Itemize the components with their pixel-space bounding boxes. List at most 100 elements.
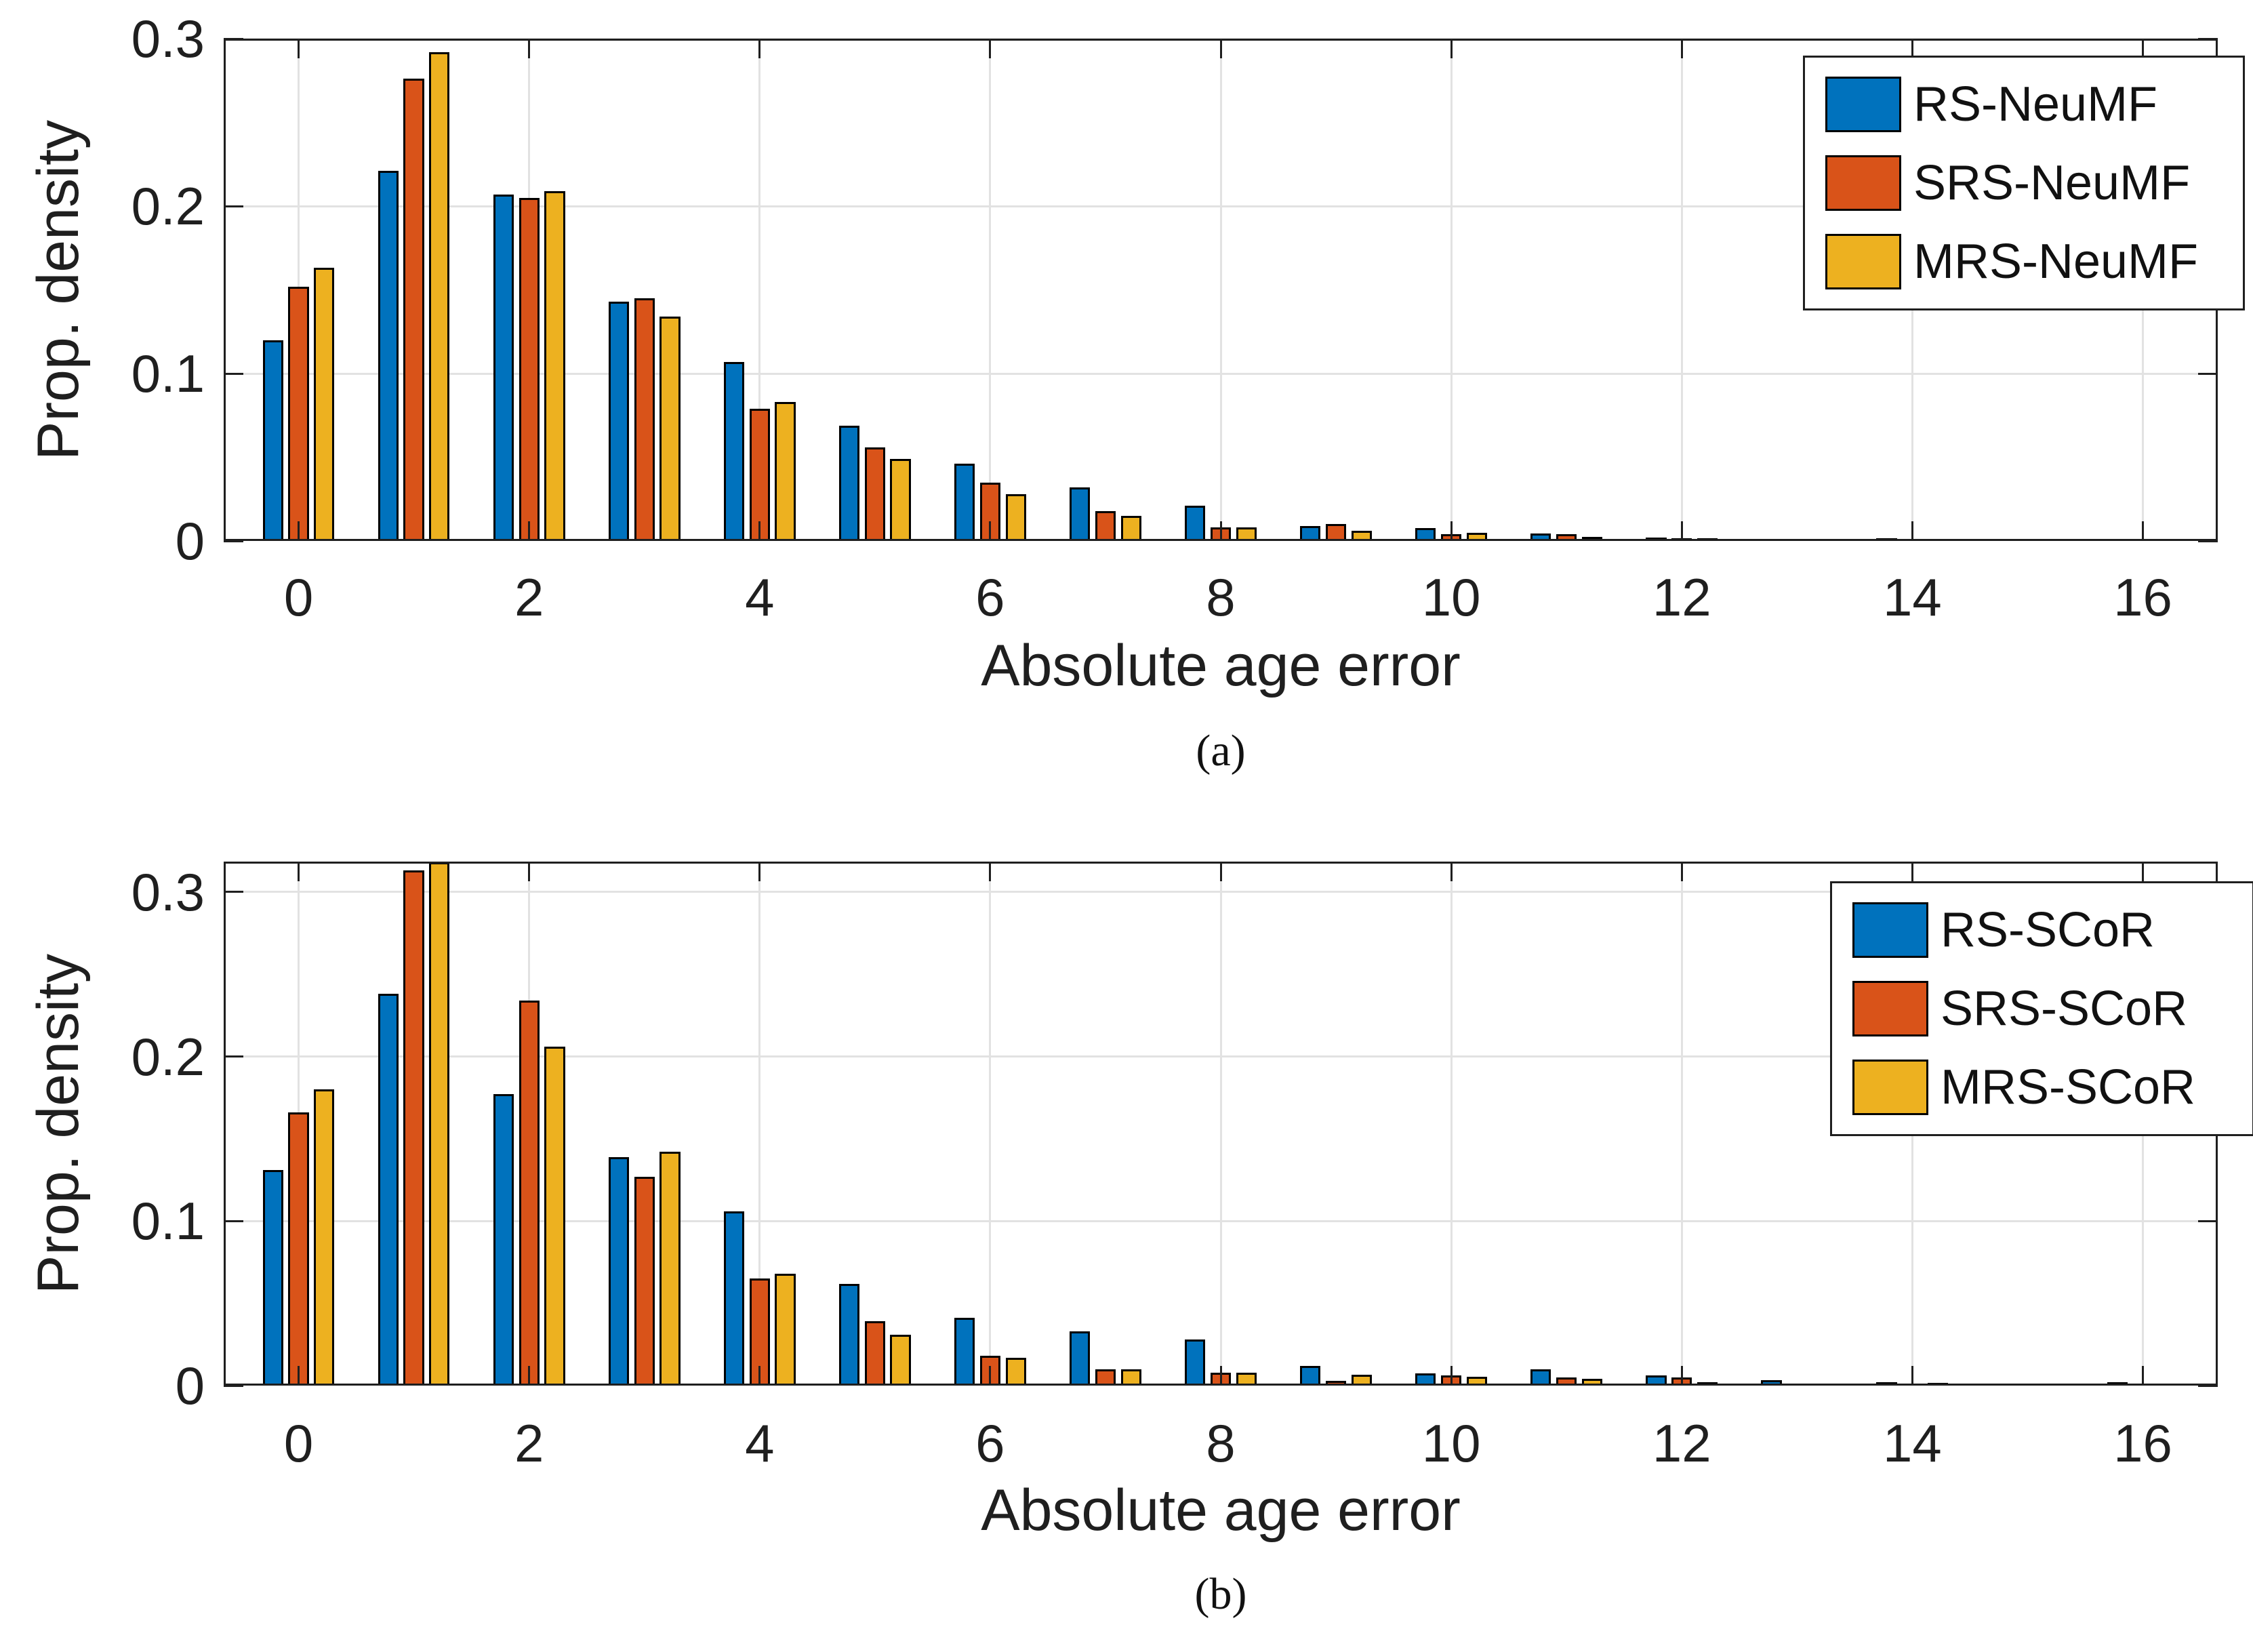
x-tick-mark <box>2141 521 2144 541</box>
bar <box>429 52 450 541</box>
x-tick-label: 2 <box>514 567 544 627</box>
y-tick-mark-right <box>2198 540 2218 542</box>
y-tick-label: 0.3 <box>131 9 205 68</box>
gridline-vertical <box>528 862 531 1386</box>
x-tick-label: 8 <box>1206 1413 1236 1473</box>
y-tick-mark <box>224 1220 243 1222</box>
x-tick-label: 10 <box>1421 567 1481 627</box>
bar <box>1120 516 1141 541</box>
bar <box>1236 1373 1257 1386</box>
bar <box>1530 1369 1551 1386</box>
y-tick-mark <box>224 540 243 542</box>
bar <box>1441 1375 1462 1386</box>
bar <box>1671 1377 1692 1386</box>
bar <box>1991 539 2012 541</box>
axes-frame <box>224 39 2218 541</box>
y-tick-mark-right <box>2198 1055 2218 1058</box>
bar <box>1005 1358 1026 1386</box>
gridline-vertical <box>298 39 300 541</box>
bar <box>1070 487 1091 541</box>
legend-box-a: RS-NeuMF SRS-NeuMF MRS-NeuMF <box>1803 56 2245 310</box>
y-tick-label: 0.3 <box>131 862 205 922</box>
y-tick-label: 0.2 <box>131 176 205 236</box>
x-tick-label: 6 <box>975 1413 1005 1473</box>
bar <box>2017 1384 2038 1386</box>
bar <box>2043 1384 2064 1386</box>
x-tick-mark <box>1219 521 1222 541</box>
subfigure-caption-b: (b) <box>1194 1569 1247 1619</box>
gridline-vertical <box>1680 862 1683 1386</box>
gridline-vertical <box>1911 39 1913 541</box>
y-tick-mark-right <box>2198 37 2218 40</box>
bar <box>1556 1377 1577 1386</box>
bar <box>1646 1375 1667 1386</box>
x-tick-mark <box>1911 521 1913 541</box>
x-tick-mark <box>528 521 531 541</box>
bar <box>1902 1384 1923 1386</box>
x-tick-mark <box>1219 1366 1222 1386</box>
bar <box>1300 526 1321 541</box>
legend-label: SRS-SCoR <box>1941 982 2188 1036</box>
bar <box>1325 524 1347 541</box>
gridline-vertical <box>989 39 992 541</box>
legend-label: RS-SCoR <box>1941 903 2155 957</box>
gridline-vertical <box>298 862 300 1386</box>
gridline-horizontal <box>224 891 2218 893</box>
bar <box>775 1274 796 1386</box>
bar <box>1928 539 1949 541</box>
x-tick-mark-top <box>1450 39 1453 58</box>
bar <box>1095 511 1116 541</box>
x-tick-mark-top <box>1219 39 1222 58</box>
bar <box>288 287 309 541</box>
bar <box>314 1089 335 1386</box>
bar <box>659 1152 681 1386</box>
legend-item: RS-NeuMF <box>1825 77 2222 132</box>
gridline-horizontal <box>224 1220 2218 1222</box>
x-tick-label: 12 <box>1652 1413 1711 1473</box>
x-tick-mark-top <box>2141 862 2144 881</box>
bar <box>2132 539 2153 541</box>
bar <box>1761 1380 1782 1386</box>
bar <box>519 198 540 541</box>
bar <box>1876 538 1897 541</box>
bar <box>544 191 565 541</box>
y-tick-label: 0 <box>175 1356 205 1415</box>
y-tick-label: 0.1 <box>131 344 205 403</box>
bar <box>2132 1384 2153 1386</box>
bar <box>1902 539 1923 541</box>
bar <box>749 1278 770 1386</box>
x-tick-mark <box>1680 521 1683 541</box>
bar <box>1466 1377 1487 1386</box>
bar <box>2043 539 2064 541</box>
y-tick-mark-right <box>2198 1220 2218 1222</box>
legend-swatch <box>1825 234 1901 289</box>
bar <box>890 459 911 541</box>
x-tick-mark <box>1911 1366 1913 1386</box>
x-tick-label: 16 <box>2113 567 2172 627</box>
legend-label: MRS-NeuMF <box>1913 235 2199 289</box>
bar <box>1095 1369 1116 1386</box>
bar <box>1185 1339 1206 1386</box>
bar <box>429 862 450 1386</box>
bar <box>1876 1382 1897 1386</box>
x-tick-mark <box>1450 1366 1453 1386</box>
y-tick-label: 0.2 <box>131 1026 205 1087</box>
bar <box>1991 1384 2012 1386</box>
bar <box>2158 539 2179 541</box>
bar <box>1812 539 1833 541</box>
subfigure-caption-a: (a) <box>1196 726 1246 775</box>
legend-item: SRS-NeuMF <box>1825 155 2222 211</box>
bar <box>954 1318 975 1386</box>
y-tick-mark-right <box>2198 1384 2218 1387</box>
bar <box>1415 528 1436 541</box>
gridline-vertical <box>758 39 761 541</box>
x-tick-mark-top <box>528 862 531 881</box>
x-tick-mark-top <box>1680 862 1683 881</box>
x-tick-mark-top <box>1911 862 1913 881</box>
gridline-vertical <box>1680 39 1683 541</box>
legend-box-b: RS-SCoR SRS-SCoR MRS-SCoR <box>1830 881 2253 1136</box>
legend-label: SRS-NeuMF <box>1913 156 2191 210</box>
x-tick-label: 10 <box>1421 1413 1481 1473</box>
bar <box>1005 494 1026 541</box>
